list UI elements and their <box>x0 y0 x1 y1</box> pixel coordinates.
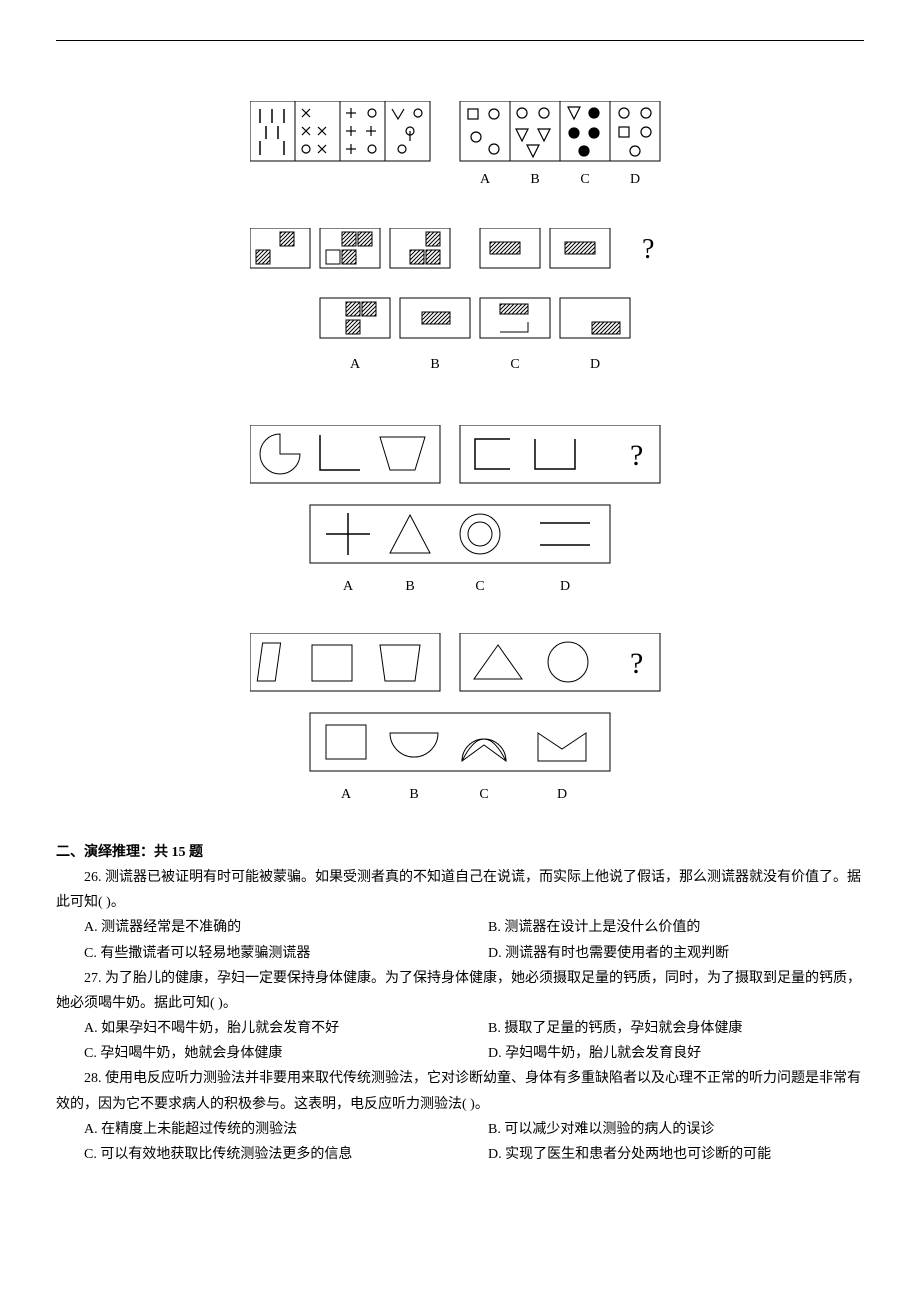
top-rule <box>56 40 864 41</box>
svg-text:?: ? <box>630 647 643 680</box>
q27-opt-c: C. 孕妇喝牛奶，她就会身体健康 <box>56 1041 460 1066</box>
q28-opt-c: C. 可以有效地获取比传统测验法更多的信息 <box>56 1142 460 1167</box>
svg-text:B: B <box>430 357 439 372</box>
section-2-title: 二、演绎推理：共 15 题 <box>56 840 864 865</box>
q27-opt-a: A. 如果孕妇不喝牛奶，胎儿就会发育不好 <box>56 1016 460 1041</box>
fig1-label-d: D <box>630 172 640 187</box>
svg-text:C: C <box>479 787 488 802</box>
q26-text: 26. 测谎器已被证明有时可能被蒙骗。如果受测者真的不知道自己在说谎，而实际上他… <box>56 865 864 915</box>
q27-opt-d: D. 孕妇喝牛奶，胎儿就会发育良好 <box>460 1041 864 1066</box>
svg-text:D: D <box>557 787 567 802</box>
svg-text:A: A <box>343 579 354 594</box>
q28-opt-d: D. 实现了医生和患者分处两地也可诊断的可能 <box>460 1142 864 1167</box>
q26-opt-a: A. 测谎器经常是不准确的 <box>56 915 460 940</box>
svg-text:C: C <box>510 357 519 372</box>
svg-text:D: D <box>560 579 570 594</box>
figure-2: ? A B C D <box>56 228 864 407</box>
q26-opt-c: C. 有些撒谎者可以轻易地蒙骗测谎器 <box>56 941 460 966</box>
fig1-label-a: A <box>480 172 491 187</box>
fig1-label-c: C <box>580 172 589 187</box>
svg-text:D: D <box>590 357 600 372</box>
q26-options: A. 测谎器经常是不准确的 B. 测谎器在设计上是没什么价值的 C. 有些撒谎者… <box>56 915 864 965</box>
q28-options: A. 在精度上未能超过传统的测验法 B. 可以减少对难以测验的病人的误诊 C. … <box>56 1117 864 1167</box>
q28-opt-a: A. 在精度上未能超过传统的测验法 <box>56 1117 460 1142</box>
q28-text: 28. 使用电反应听力测验法并非要用来取代传统测验法，它对诊断幼童、身体有多重缺… <box>56 1066 864 1116</box>
svg-text:C: C <box>475 579 484 594</box>
fig1-label-b: B <box>530 172 539 187</box>
figure-4: ? A B C D <box>56 633 864 822</box>
q26-opt-d: D. 测谎器有时也需要使用者的主观判断 <box>460 941 864 966</box>
figure-1: A B C D <box>56 101 864 210</box>
svg-text:B: B <box>409 787 418 802</box>
svg-text:?: ? <box>630 439 643 472</box>
svg-text:?: ? <box>642 234 654 265</box>
q28-opt-b: B. 可以减少对难以测验的病人的误诊 <box>460 1117 864 1142</box>
q26-opt-b: B. 测谎器在设计上是没什么价值的 <box>460 915 864 940</box>
q27-opt-b: B. 摄取了足量的钙质，孕妇就会身体健康 <box>460 1016 864 1041</box>
q27-options: A. 如果孕妇不喝牛奶，胎儿就会发育不好 B. 摄取了足量的钙质，孕妇就会身体健… <box>56 1016 864 1066</box>
svg-text:B: B <box>405 579 414 594</box>
q27-text: 27. 为了胎儿的健康，孕妇一定要保持身体健康。为了保持身体健康，她必须摄取足量… <box>56 966 864 1016</box>
svg-text:A: A <box>350 357 361 372</box>
svg-text:A: A <box>341 787 352 802</box>
figure-3: ? A B C D <box>56 425 864 614</box>
